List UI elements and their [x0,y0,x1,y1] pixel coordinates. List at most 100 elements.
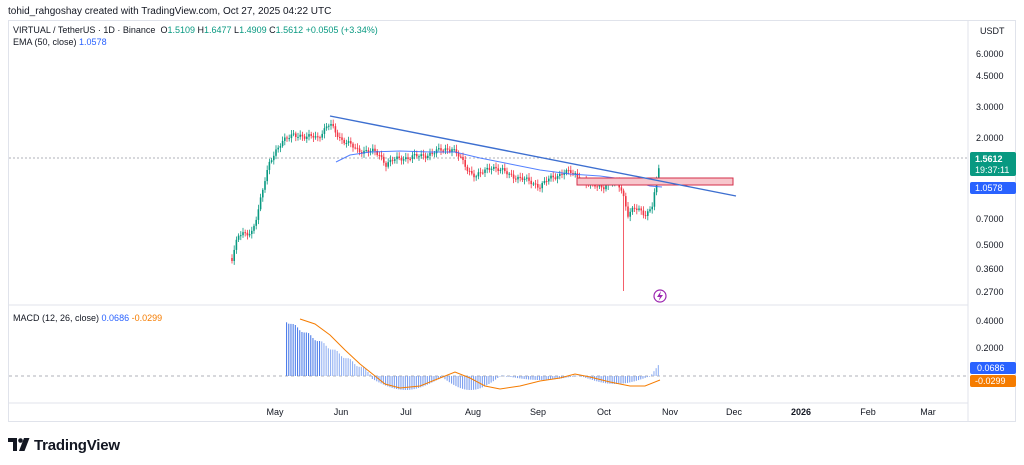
candle-body [231,258,233,261]
candle-body [251,230,253,234]
candle-body [398,156,400,158]
macd-bar [407,376,409,390]
candle-body [488,167,491,170]
candle-body [471,171,473,174]
candle-body [515,178,517,180]
candle-body [486,167,488,170]
candle-body [519,176,521,178]
macd-bar [338,353,340,376]
macd-bar [327,348,329,376]
macd-bar [492,376,494,382]
candle-body [603,187,605,190]
macd-bar [400,376,402,390]
macd-bar [578,375,580,376]
candle-body [640,208,642,211]
candle-body [649,209,651,212]
macd-bar [396,376,398,389]
macd-bar [543,376,545,380]
candle-body [409,159,411,160]
candle-body [633,207,636,209]
candle-body [427,155,429,158]
macd-bar [297,327,299,376]
macd-bar [550,376,552,380]
macd-bar [446,376,448,381]
candle-body [391,159,394,161]
macd-bar [286,322,288,376]
candle-body [411,155,414,159]
chart-frame [8,20,1016,422]
macd-bar [349,359,351,376]
macd-bar [585,376,587,378]
candle-body [457,153,460,157]
macd-bar [398,376,400,390]
macd-bar [301,332,303,376]
candle-body [422,154,425,156]
resistance-zone[interactable] [576,177,734,186]
macd-bar [292,324,294,376]
trendline[interactable] [329,115,737,197]
macd-bar [343,357,345,376]
macd-bar [602,376,604,383]
candle-body [275,149,277,156]
candle-body [455,149,458,154]
candle-body [508,173,510,175]
candle-body [493,166,495,169]
time-tick-label: Dec [726,407,743,417]
candle-body [534,183,537,185]
candle-body [383,156,385,163]
candle-body [290,134,293,139]
candle-body [497,168,499,171]
candle-body [442,150,444,152]
candle-body [468,170,471,172]
candle-body [576,173,579,178]
time-tick-label: Aug [465,407,481,417]
lightning-marker[interactable] [653,289,667,303]
candle-body [466,166,469,171]
candle-body [268,161,271,170]
macd-bar [347,358,349,376]
macd-bar [627,376,629,383]
macd-bar [653,371,655,376]
candle-body [288,138,290,140]
candle-body [574,173,576,175]
ema-label: EMA (50, close) [13,37,77,47]
candle-body [510,173,513,175]
macd-bar [541,376,543,380]
candle-body [435,149,438,154]
macd-bar [607,376,609,384]
macd-bar [444,376,446,380]
macd-bar [616,376,618,384]
macd-bar [644,376,646,378]
macd-bar [409,376,411,390]
price-tick-label: 0.2700 [976,287,1004,297]
candle-body [567,170,570,172]
macd-bar [475,376,477,390]
candle-body [499,169,502,171]
macd-bar [657,365,659,376]
macd-bar [345,358,347,376]
candle-body [339,137,341,138]
candle-body [363,150,365,154]
price-tick-label: 0.7000 [976,214,1004,224]
macd-bar [462,376,464,389]
candle-body [323,128,326,134]
candle-body [651,206,653,210]
tradingview-brand[interactable]: TradingView [8,436,120,454]
macd-bar [308,333,310,376]
candle-body [301,134,304,137]
candle-body [332,124,334,127]
macd-bar [587,376,589,379]
candle-body [622,190,625,197]
candle-body [341,137,343,140]
macd-bar [486,376,488,386]
tradingview-logo-icon [8,438,30,451]
signal-line [299,318,661,390]
macd-bar [473,376,475,390]
candle-body [308,134,310,137]
candle-body [449,149,451,152]
macd-bar [426,376,428,385]
candle-body [596,186,598,188]
candle-body [543,181,546,183]
candle-body [638,208,640,210]
